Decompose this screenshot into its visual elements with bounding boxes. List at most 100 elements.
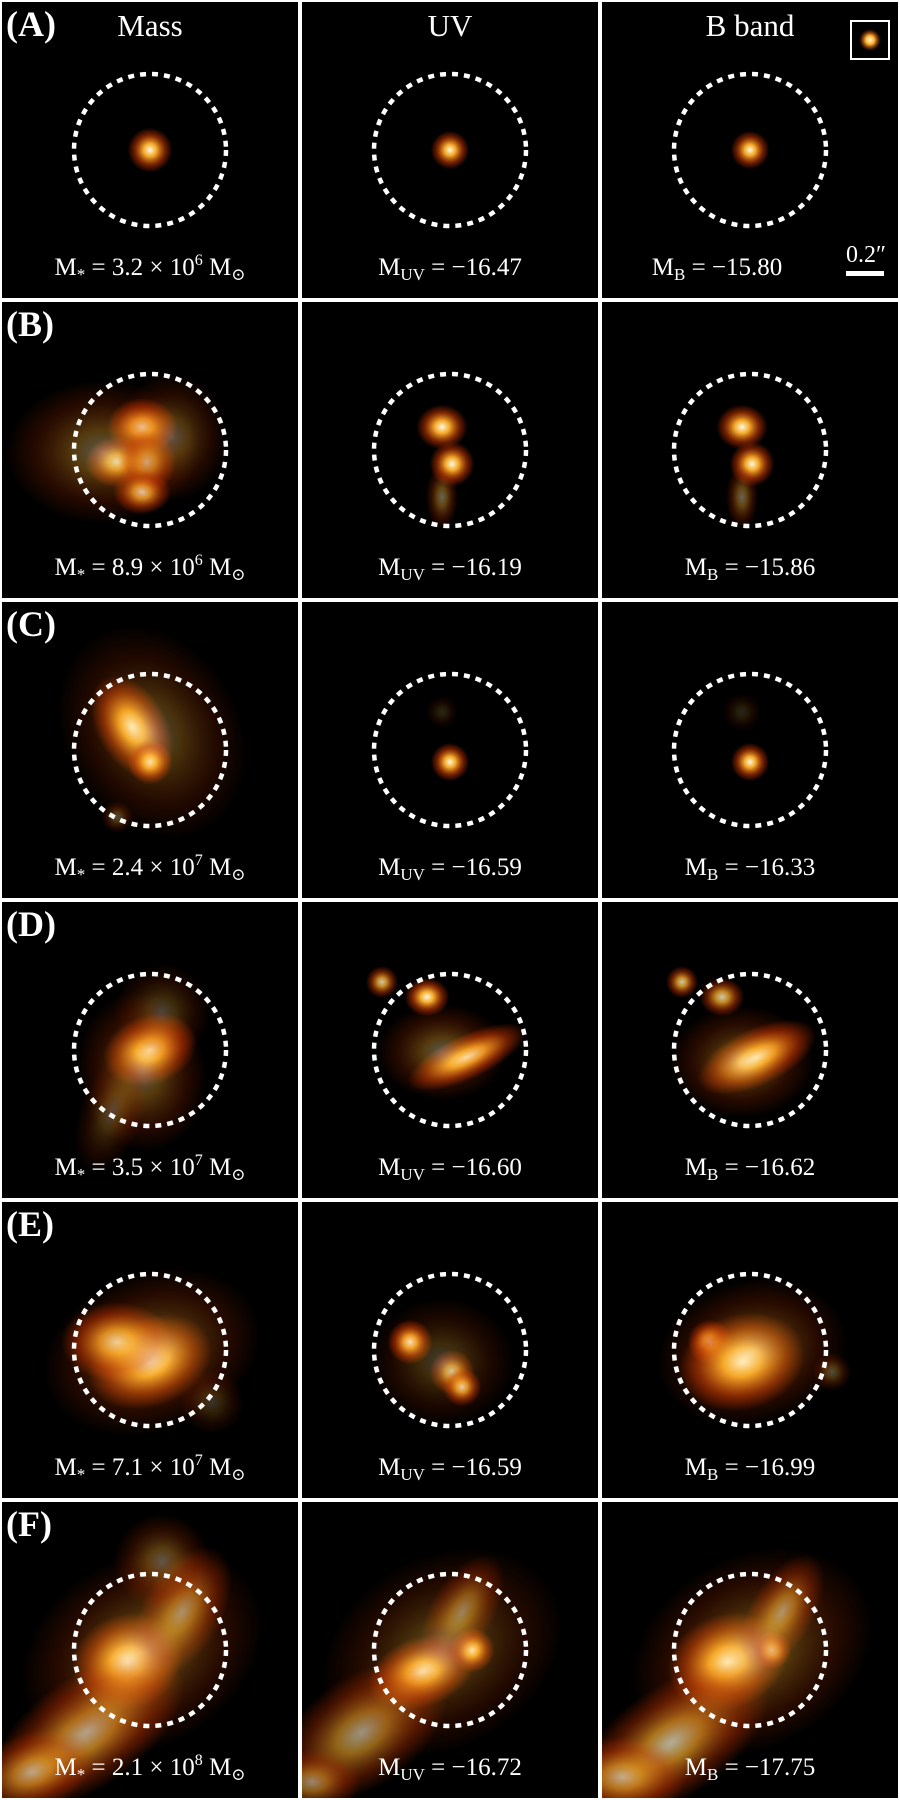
caption-value: = −16.59 bbox=[424, 854, 522, 881]
caption-symbol: M bbox=[54, 254, 77, 281]
emission-blob bbox=[426, 696, 458, 728]
panel-caption: MUV = −16.60 bbox=[302, 1153, 598, 1190]
image-panel: MB = −16.33 bbox=[602, 602, 898, 898]
aperture-circle bbox=[371, 671, 529, 829]
caption-symbol: M bbox=[378, 854, 401, 881]
galaxy-image bbox=[602, 1547, 873, 1798]
caption-value: = −16.47 bbox=[424, 254, 522, 281]
image-panel: (F) M* = 2.1 × 108 M⊙ bbox=[2, 1502, 298, 1798]
panel-caption: MB = −16.99 bbox=[602, 1453, 898, 1490]
image-panel: (A) Mass M* = 3.2 × 106 M⊙ bbox=[2, 2, 298, 298]
caption-value: = −17.75 bbox=[718, 1754, 816, 1781]
galaxy-image bbox=[57, 625, 247, 839]
psf-dot bbox=[859, 29, 881, 51]
caption-subscript: UV bbox=[400, 865, 425, 884]
panel-caption: MUV = −16.59 bbox=[302, 853, 598, 890]
caption-subscript: B bbox=[706, 1465, 719, 1484]
emission-blob bbox=[370, 1298, 514, 1426]
caption-unit-subscript: ⊙ bbox=[231, 1165, 246, 1184]
image-panel: MUV = −16.19 bbox=[302, 302, 598, 598]
caption-unit-subscript: ⊙ bbox=[231, 1465, 246, 1484]
caption-value: = −16.62 bbox=[718, 1154, 816, 1181]
emission-blob bbox=[657, 1278, 847, 1426]
emission-blob bbox=[722, 692, 762, 732]
aperture-circle bbox=[671, 971, 829, 1129]
caption-unit-subscript: ⊙ bbox=[231, 565, 246, 584]
aperture-circle bbox=[371, 971, 529, 1129]
aperture-circle bbox=[671, 1571, 829, 1729]
galaxy-image bbox=[671, 71, 829, 229]
panel-caption: MB = −17.75 bbox=[602, 1753, 898, 1790]
scale-bar-label: 0.2″ bbox=[846, 242, 886, 268]
image-panel: (E) M* = 7.1 × 107 M⊙ bbox=[2, 1202, 298, 1498]
galaxy-image bbox=[370, 1271, 529, 1429]
caption-symbol: M bbox=[54, 1754, 77, 1781]
caption-subscript: B bbox=[673, 265, 686, 284]
panel-caption: MUV = −16.72 bbox=[302, 1753, 598, 1790]
galaxy-image bbox=[302, 1547, 563, 1798]
aperture-circle bbox=[71, 71, 229, 229]
caption-unit-subscript: ⊙ bbox=[231, 865, 246, 884]
caption-value: = −16.19 bbox=[424, 554, 522, 581]
galaxy-image bbox=[71, 964, 229, 1174]
caption-subscript: UV bbox=[400, 1465, 425, 1484]
aperture-circle bbox=[71, 671, 229, 829]
caption-unit-subscript: ⊙ bbox=[231, 1765, 246, 1784]
emission-blob bbox=[670, 1006, 814, 1118]
scale-bar bbox=[846, 271, 884, 276]
caption-symbol: M bbox=[684, 1154, 707, 1181]
emission-blob bbox=[366, 966, 398, 998]
aperture-circle bbox=[371, 71, 529, 229]
caption-exponent: 6 bbox=[194, 552, 203, 569]
emission-blob bbox=[180, 1370, 244, 1434]
caption-symbol: M bbox=[651, 254, 674, 281]
caption-value: = −16.99 bbox=[718, 1454, 816, 1481]
galaxy-image bbox=[71, 71, 229, 229]
caption-exponent: 7 bbox=[194, 1152, 203, 1169]
row-label: (A) bbox=[6, 4, 56, 44]
emission-blob bbox=[730, 742, 770, 782]
aperture-circle bbox=[71, 1571, 229, 1729]
panel-caption: MB = −16.62 bbox=[602, 1153, 898, 1190]
image-panel: MUV = −16.59 bbox=[302, 1202, 598, 1498]
caption-unit-subscript: ⊙ bbox=[231, 265, 246, 284]
aperture-circle bbox=[71, 971, 229, 1129]
caption-value: = −15.80 bbox=[685, 254, 783, 281]
caption-exponent: 8 bbox=[194, 1752, 203, 1769]
caption-symbol: M bbox=[378, 254, 401, 281]
emission-blob bbox=[666, 966, 698, 998]
panel-caption: MUV = −16.47 bbox=[302, 253, 598, 290]
image-panel: (D) M* = 3.5 × 107 M⊙ bbox=[2, 902, 298, 1198]
caption-subscript: * bbox=[76, 1165, 86, 1184]
caption-symbol: M bbox=[378, 1154, 401, 1181]
caption-subscript: * bbox=[76, 265, 86, 284]
caption-subscript: * bbox=[76, 865, 86, 884]
galaxy-image bbox=[2, 1514, 263, 1798]
caption-value: = −16.72 bbox=[424, 1754, 522, 1781]
caption-unit: M bbox=[202, 1454, 232, 1481]
caption-symbol: M bbox=[684, 1754, 707, 1781]
caption-symbol: M bbox=[378, 554, 401, 581]
emission-blob bbox=[730, 130, 770, 170]
caption-unit: M bbox=[202, 254, 232, 281]
caption-unit: M bbox=[202, 1754, 232, 1781]
aperture-circle bbox=[71, 371, 229, 529]
column-title: B band bbox=[705, 8, 795, 43]
caption-symbol: M bbox=[54, 1454, 77, 1481]
emission-blob bbox=[116, 373, 228, 501]
emission-blob bbox=[114, 964, 210, 1060]
aperture-circle bbox=[671, 671, 829, 829]
caption-subscript: B bbox=[706, 865, 719, 884]
galaxy-image bbox=[671, 671, 829, 829]
image-panel: MUV = −16.59 bbox=[302, 602, 598, 898]
emission-blob bbox=[430, 130, 470, 170]
caption-value: = −16.59 bbox=[424, 1454, 522, 1481]
row-label: (E) bbox=[6, 1204, 54, 1244]
emission-blob bbox=[74, 1050, 150, 1174]
panel-caption: MUV = −16.59 bbox=[302, 1453, 598, 1490]
caption-value: = 3.2 × 10 bbox=[85, 254, 195, 281]
image-panel: MUV = −16.60 bbox=[302, 902, 598, 1198]
aperture-circle bbox=[371, 371, 529, 529]
row-label: (F) bbox=[6, 1504, 52, 1544]
